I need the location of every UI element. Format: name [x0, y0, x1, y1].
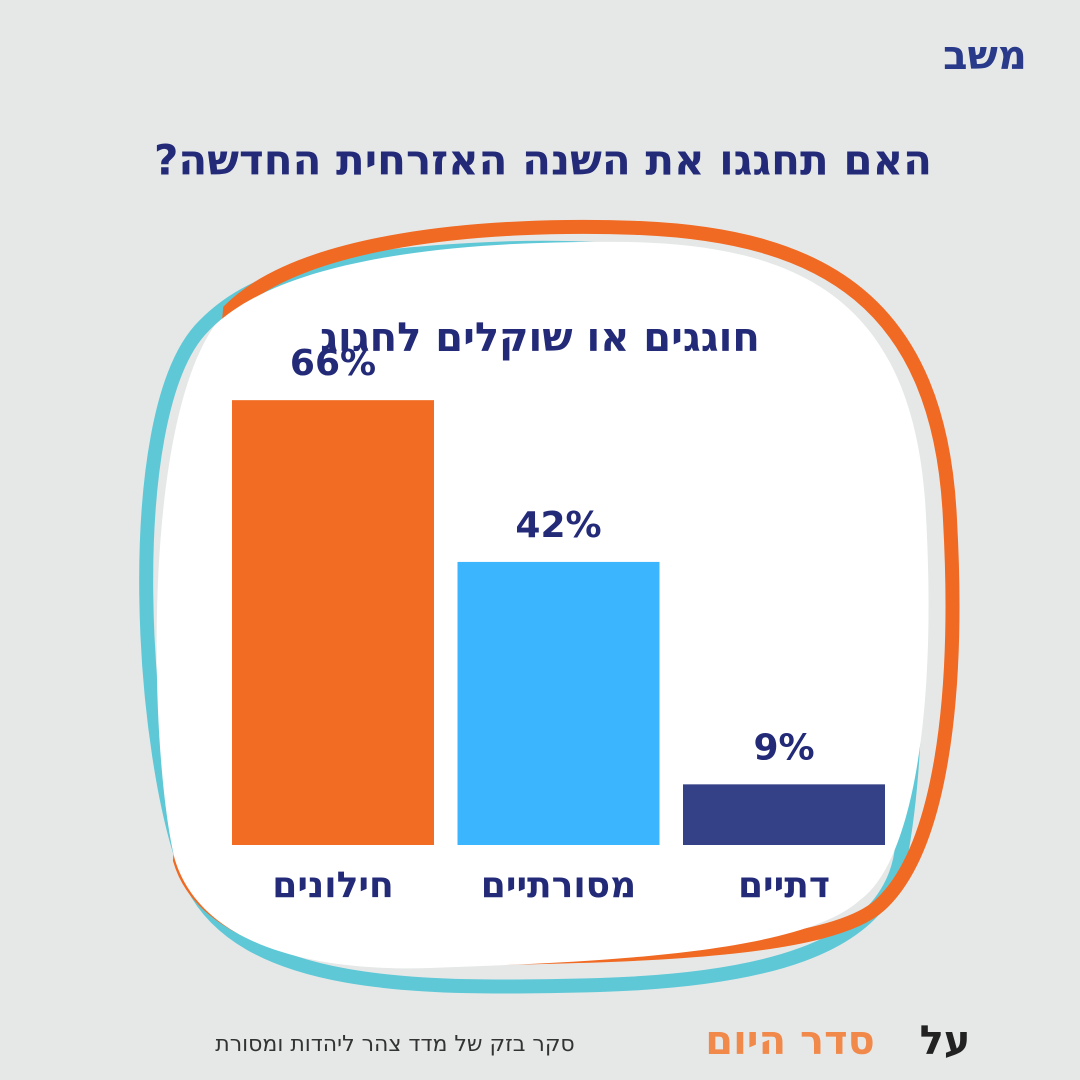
bar — [683, 784, 885, 845]
bar — [457, 561, 660, 845]
footer-source: סקר בזק של מדד צהר ליהדות ומסורת — [215, 1032, 574, 1057]
value-label: 9% — [753, 727, 814, 768]
brand-name: סדר היום — [705, 1018, 875, 1064]
bar — [232, 400, 434, 845]
category-label: חילונים — [272, 865, 393, 906]
logo: משב — [943, 33, 1027, 79]
category-label: דתיים — [738, 865, 830, 906]
value-label: 66% — [290, 343, 376, 384]
chart-title: האם תחגגו את השנה האזרחית החדשה? — [154, 136, 932, 185]
chart-subtitle: חוגגים או שוקלים לחגוג — [320, 315, 760, 361]
value-label: 42% — [515, 505, 601, 546]
brand-prefix: על — [920, 1018, 971, 1064]
category-label: מסורתיים — [481, 865, 636, 906]
